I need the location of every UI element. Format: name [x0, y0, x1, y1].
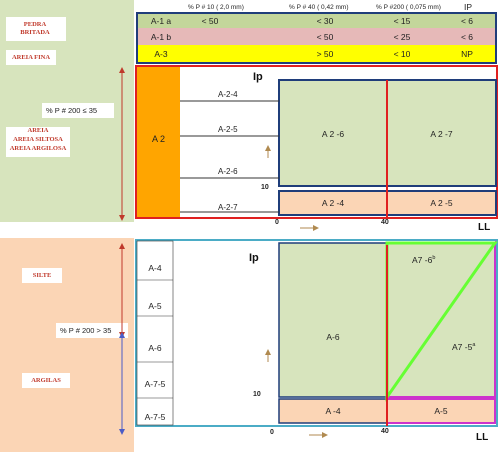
table-row-a1b: [137, 28, 496, 45]
subgroup-label: A-2-7: [218, 203, 238, 212]
table-cell-p40: > 50: [316, 49, 334, 59]
lower-ip-axis-label: Ip: [249, 252, 259, 264]
areia-siltosa-label: AREIA SILTOSA: [13, 136, 63, 143]
areia-argilosa-label: AREIA ARGILOSA: [9, 145, 67, 152]
upper-tick-0: 0: [275, 219, 279, 226]
table-cell-ip: < 6: [460, 15, 474, 26]
p200-le-box: [42, 103, 114, 118]
table-row-a1a: [137, 13, 496, 28]
zone-a2-4-label: A 2 -4: [321, 198, 345, 208]
header-p200: % P #200 ( 0,075 mm): [376, 4, 441, 11]
lower-tick-40: 40: [381, 428, 389, 435]
areia-fina-box: [6, 50, 56, 65]
table-cell-p200: < 25: [393, 31, 411, 42]
table-cell-p200: < 15: [393, 15, 411, 26]
table-cell-p40: < 50: [316, 31, 334, 42]
argilas-box: [22, 373, 70, 388]
upper-group-label: A 2: [151, 134, 165, 144]
upper-ll-axis-label: LL: [478, 222, 491, 233]
lower-ll-axis-label: LL: [476, 432, 489, 443]
zone-a2-7: [386, 79, 497, 187]
silte-label: SILTE: [32, 272, 52, 279]
upper-tick-10: 10: [261, 184, 269, 191]
lower-list-column: [136, 240, 174, 426]
zone-a7-6-sup: b: [432, 255, 436, 262]
pedra-britada-box: [6, 17, 66, 41]
subgroup-label: A-2-4: [218, 90, 238, 99]
table-row-a3: [137, 45, 496, 63]
table-cell-p40: < 30: [316, 15, 334, 26]
zone-a4: [278, 398, 388, 424]
table-cell-name: A-3: [154, 49, 168, 59]
lower-tick-0: 0: [270, 429, 274, 436]
areia-box: [6, 127, 70, 157]
table-cell-p10: < 50: [201, 15, 219, 26]
upper-ip-axis-label: Ip: [253, 71, 263, 83]
header-ip: IP: [464, 2, 473, 12]
header-p40: % P # 40 ( 0,42 mm): [289, 4, 349, 11]
p200-gt-box: [56, 323, 128, 338]
silte-box: [22, 268, 62, 283]
upper-tick-40: 40: [381, 219, 389, 226]
p200-le-label: % P # 200 ≤ 35: [46, 106, 98, 115]
p200-gt-label: % P # 200 > 35: [60, 326, 112, 335]
table-cell-name: A-1 a: [150, 15, 172, 26]
lower-group-label: A-7-5: [144, 412, 166, 422]
zone-a7-5-sup: a: [472, 342, 476, 349]
pedra-britada-label: PEDRA BRITADA: [20, 21, 50, 36]
areia-label: AREIA: [27, 127, 49, 134]
lower-group-label: A-4: [148, 263, 162, 273]
table-cell-ip: NP: [461, 49, 473, 59]
table-cell-name: A-1 b: [150, 31, 172, 42]
zone-a6-label: A-6: [326, 332, 340, 342]
zone-a2-7-label: A 2 -7: [430, 129, 453, 139]
areia-fina-label: AREIA FINA: [11, 54, 51, 61]
table-cell-ip: < 6: [460, 31, 474, 42]
subgroup-label: A-2-6: [218, 167, 238, 176]
lower-group-label: A-7-5: [144, 379, 166, 389]
zone-a7-6-label: A7 -6b: [412, 255, 435, 265]
zone-a4-label: A -4: [325, 406, 341, 416]
lower-tick-10: 10: [253, 391, 261, 398]
zone-a7-6-text: A7 -6: [412, 255, 433, 265]
table-border: [136, 12, 497, 64]
zone-a7-5-text: A7 -5: [452, 342, 473, 352]
subgroup-label: A-2-5: [218, 125, 238, 134]
upper-a2-column: [137, 67, 180, 217]
zone-a2-5: [386, 190, 497, 216]
lower-group-label: A-6: [148, 343, 162, 353]
zone-a6: [278, 242, 388, 398]
header-p10: % P # 10 ( 2,0 mm): [188, 4, 244, 11]
zone-a2-5-label: A 2 -5: [430, 198, 453, 208]
zone-a5-label: A-5: [434, 406, 448, 416]
table-cell-p200: < 10: [393, 49, 411, 59]
argilas-label: ARGILAS: [31, 377, 61, 384]
lower-group-label: A-5: [148, 301, 162, 311]
zone-a7-5-label: A7 -5a: [452, 342, 475, 352]
zone-a2-6-label: A 2 -6: [321, 129, 345, 139]
